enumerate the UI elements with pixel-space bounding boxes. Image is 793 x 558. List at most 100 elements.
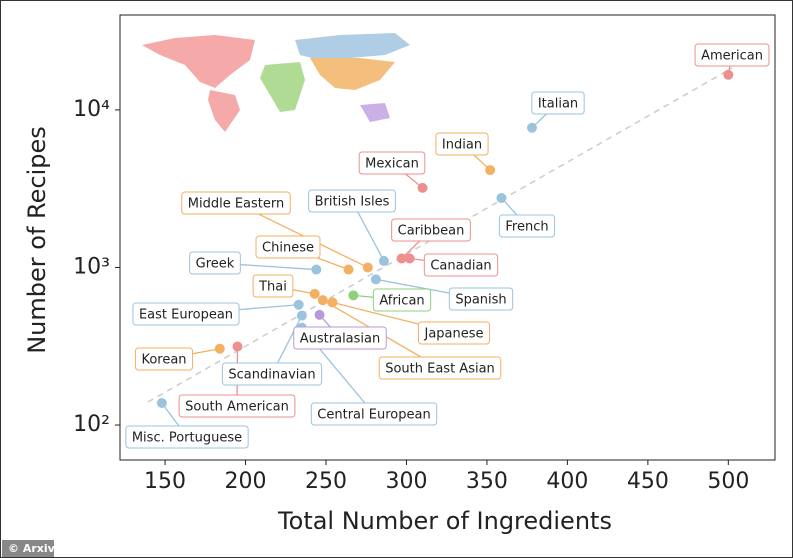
point xyxy=(232,341,243,352)
x-tick-label: 450 xyxy=(627,469,669,494)
credit-badge: © Arxiv xyxy=(2,540,56,557)
label-box xyxy=(178,394,296,418)
label: Chinese xyxy=(255,235,321,259)
label: Japanese xyxy=(417,321,491,345)
point xyxy=(314,309,325,320)
point-label: Thai xyxy=(258,280,287,295)
label-box xyxy=(423,253,499,277)
point-label: Caribbean xyxy=(398,224,465,239)
label-box xyxy=(310,402,438,426)
label-box xyxy=(308,189,396,213)
point-label: Japanese xyxy=(423,327,483,342)
x-tick-label: 350 xyxy=(466,469,508,494)
point xyxy=(417,182,428,193)
point-label: Korean xyxy=(141,353,186,368)
x-tick-label: 150 xyxy=(144,469,186,494)
label-box xyxy=(189,251,241,275)
label-box xyxy=(448,287,514,311)
point-label: Australasian xyxy=(300,332,380,347)
credit: © Arxiv xyxy=(8,542,56,555)
plot-area xyxy=(119,14,776,461)
point xyxy=(293,299,304,310)
point-label: South East Asian xyxy=(385,362,495,377)
point xyxy=(396,253,407,264)
label: Misc. Portuguese xyxy=(125,425,249,449)
world-map xyxy=(142,33,410,132)
label-box xyxy=(293,326,387,350)
point xyxy=(327,297,338,308)
point-label: Middle Eastern xyxy=(188,197,284,212)
label-box xyxy=(531,91,585,115)
label: Thai xyxy=(252,274,294,298)
label-box xyxy=(358,151,426,175)
label: South American xyxy=(178,394,296,418)
y-axis-label: Number of Recipes xyxy=(23,126,51,354)
labels: American Italian Indian Mexican French Britis… xyxy=(125,43,770,449)
label-box xyxy=(498,214,556,238)
label: Indian xyxy=(435,132,489,156)
point xyxy=(526,122,537,133)
point-label: Italian xyxy=(538,97,578,112)
label-box xyxy=(134,347,194,371)
y-tick-label: 10⁴ xyxy=(73,97,110,122)
point-label: Greek xyxy=(196,257,235,272)
label: East European xyxy=(132,302,240,326)
point xyxy=(348,290,359,301)
x-tick-label: 250 xyxy=(305,469,347,494)
point-label: French xyxy=(505,220,548,235)
point xyxy=(156,397,167,408)
label: African xyxy=(372,288,432,312)
label-box xyxy=(252,274,294,298)
point xyxy=(378,255,389,266)
label-box xyxy=(181,191,291,215)
label: British Isles xyxy=(308,189,396,213)
point-label: African xyxy=(379,294,424,309)
point xyxy=(404,253,415,264)
label: American xyxy=(694,43,770,67)
point-label: Spanish xyxy=(455,293,506,308)
point xyxy=(496,192,507,203)
point xyxy=(362,262,373,273)
label: Italian xyxy=(531,91,585,115)
point xyxy=(343,264,354,275)
label-box xyxy=(417,321,491,345)
point xyxy=(311,264,322,275)
point xyxy=(485,165,496,176)
point-label: South American xyxy=(185,400,289,415)
label-box xyxy=(221,362,323,386)
label-box xyxy=(372,288,432,312)
x-axis-label: Total Number of Ingredients xyxy=(277,507,612,535)
label: Canadian xyxy=(423,253,499,277)
y-tick-label: 10³ xyxy=(73,254,110,279)
label: Central European xyxy=(310,402,438,426)
point xyxy=(214,343,225,354)
x-tick-label: 300 xyxy=(385,469,427,494)
label: Caribbean xyxy=(391,218,471,242)
point-label: Mexican xyxy=(365,157,419,172)
label-box xyxy=(378,356,502,380)
trend-line xyxy=(147,67,733,403)
point xyxy=(370,274,381,285)
point xyxy=(309,288,320,299)
label-box xyxy=(694,43,770,67)
label-box xyxy=(125,425,249,449)
label: South East Asian xyxy=(378,356,502,380)
label: French xyxy=(498,214,556,238)
point-label: Indian xyxy=(442,138,482,153)
label: Greek xyxy=(189,251,241,275)
point-label: Central European xyxy=(317,408,430,423)
point-label: Chinese xyxy=(262,241,314,256)
x-tick-label: 500 xyxy=(707,469,749,494)
x-tick-label: 200 xyxy=(225,469,267,494)
point-label: Canadian xyxy=(430,259,491,274)
label: Middle Eastern xyxy=(181,191,291,215)
label: Scandinavian xyxy=(221,362,323,386)
point-label: Misc. Portuguese xyxy=(132,431,242,446)
label-box xyxy=(435,132,489,156)
point-label: East European xyxy=(139,308,233,323)
label: Australasian xyxy=(293,326,387,350)
point xyxy=(317,295,328,306)
point-label: British Isles xyxy=(315,195,390,210)
